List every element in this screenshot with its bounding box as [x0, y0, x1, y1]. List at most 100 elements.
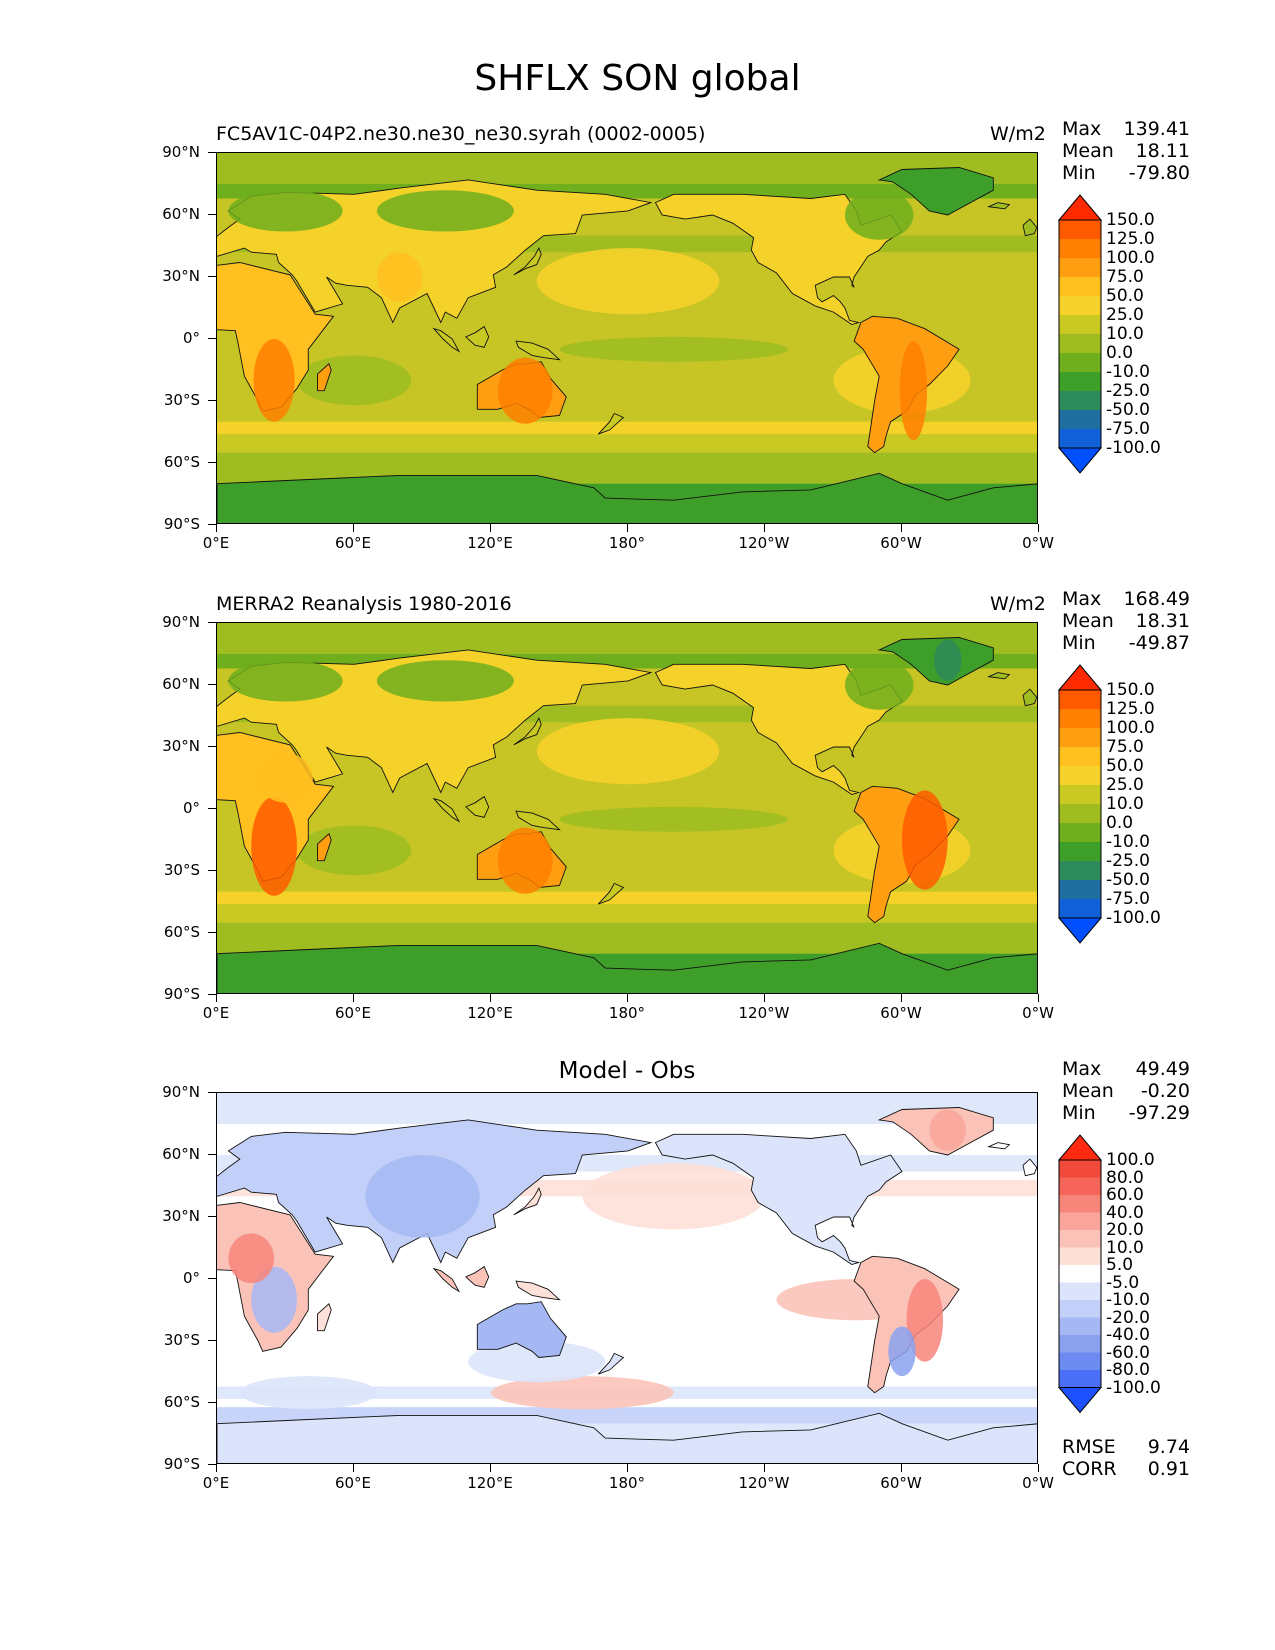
lat-tick: [208, 1278, 216, 1280]
lon-tick: [353, 994, 355, 1002]
colorbar-level-label: 25.0: [1106, 775, 1144, 795]
lon-tick-label: 120°W: [738, 1004, 790, 1022]
stats-box: Max 139.41 Mean 18.11 Min -79.80: [1062, 118, 1190, 184]
lon-tick-label: 120°W: [738, 1474, 790, 1492]
lat-tick: [208, 622, 216, 624]
lat-tick-label: 90°S: [163, 985, 200, 1003]
colorbar-level-label: -10.0: [1106, 1290, 1150, 1310]
lat-tick-label: 0°: [182, 799, 200, 817]
colorbar: [1058, 1134, 1102, 1414]
min-value: -49.87: [1128, 632, 1190, 654]
lat-tick: [208, 746, 216, 748]
colorbar-level-label: 50.0: [1106, 756, 1144, 776]
lon-tick-label: 60°W: [880, 1474, 922, 1492]
panel-left-title: MERRA2 Reanalysis 1980-2016: [216, 593, 512, 615]
colorbar-extend-top: [1058, 194, 1102, 221]
lon-tick-label: 60°E: [334, 534, 372, 552]
corr-label: CORR: [1062, 1458, 1117, 1480]
colorbar-level-label: 75.0: [1106, 737, 1144, 757]
lon-tick: [764, 1464, 766, 1472]
colorbar-level-label: -100.0: [1106, 1377, 1161, 1398]
colorbar-segment: [1059, 1352, 1101, 1370]
lat-tick-label: 30°N: [162, 737, 200, 755]
colorbar-segment: [1059, 880, 1101, 899]
colorbar-level-label: 5.0: [1106, 1255, 1134, 1275]
colorbar-level-label: -10.0: [1106, 832, 1150, 852]
lat-tick-label: 30°S: [163, 1331, 200, 1349]
min-value: -79.80: [1128, 162, 1190, 184]
colorbar-segment: [1059, 239, 1101, 258]
colorbar-segment: [1059, 804, 1101, 823]
colorbar-segment: [1059, 766, 1101, 785]
max-value: 49.49: [1135, 1058, 1190, 1080]
panel-model: FC5AV1C-04P2.ne30.ne30_ne30.syrah (0002-…: [0, 118, 1275, 558]
panel-units: W/m2: [990, 123, 1046, 145]
colorbar-segment: [1059, 842, 1101, 861]
lon-tick: [216, 524, 218, 532]
colorbar-segment: [1059, 728, 1101, 747]
colorbar-segment: [1059, 1265, 1101, 1283]
land-namerica: [654, 1133, 903, 1265]
max-label: Max: [1062, 118, 1102, 140]
colorbar-extend-bottom: [1058, 447, 1102, 474]
lat-tick-label: 30°N: [162, 1207, 200, 1225]
lon-tick: [627, 524, 629, 532]
colorbar-segment: [1059, 690, 1101, 709]
lon-tick: [490, 524, 492, 532]
lon-tick: [490, 1464, 492, 1472]
lat-tick-label: 90°S: [163, 1455, 200, 1473]
land-iceland: [987, 1142, 1011, 1150]
lat-tick-label: 30°S: [163, 391, 200, 409]
lat-tick: [208, 994, 216, 996]
land-newzealand: [597, 412, 625, 435]
lat-tick: [208, 400, 216, 402]
colorbar-extend-top: [1058, 664, 1102, 691]
land-japan: [513, 717, 542, 746]
colorbar-segment: [1059, 410, 1101, 429]
lon-tick-label: 0°E: [202, 534, 230, 552]
lon-tick-label: 0°W: [1022, 1474, 1054, 1492]
lat-tick: [208, 276, 216, 278]
colorbar-level-label: 125.0: [1106, 699, 1155, 719]
max-value: 168.49: [1123, 588, 1190, 610]
colorbar-level-label: 80.0: [1106, 1167, 1144, 1188]
colorbar-segment: [1059, 1230, 1101, 1248]
colorbar-level-label: 10.0: [1106, 794, 1144, 814]
lon-tick-label: 120°E: [467, 1474, 513, 1492]
lat-tick: [208, 338, 216, 340]
colorbar: [1058, 664, 1102, 944]
colorbar-segment: [1059, 296, 1101, 315]
land-newguinea: [515, 340, 561, 361]
colorbar-level-label: -75.0: [1106, 889, 1150, 909]
colorbar-level-label: 150.0: [1106, 680, 1155, 700]
colorbar-level-label: 0.0: [1106, 343, 1134, 363]
colorbar-segment: [1059, 1195, 1101, 1213]
panel-center-title: Model - Obs: [558, 1058, 696, 1084]
land-madagascar: [317, 833, 332, 862]
lat-tick: [208, 152, 216, 154]
lat-tick: [208, 1464, 216, 1466]
colorbar-level-label: 100.0: [1106, 248, 1155, 268]
land-antarctica: [217, 942, 1037, 993]
lat-tick: [208, 932, 216, 934]
colorbar-segment: [1059, 709, 1101, 728]
mean-label: Mean: [1062, 140, 1114, 162]
lat-tick: [208, 1216, 216, 1218]
lat-tick: [208, 1402, 216, 1404]
lon-tick-label: 180°: [608, 534, 646, 552]
lat-tick-label: 60°N: [162, 1145, 200, 1163]
max-label: Max: [1062, 588, 1102, 610]
lat-tick-label: 90°S: [163, 515, 200, 533]
land-madagascar: [317, 1303, 332, 1332]
colorbar-level-label: 60.0: [1106, 1185, 1144, 1205]
colorbar-level-label: 10.0: [1106, 1237, 1144, 1258]
lat-tick-label: 60°N: [162, 205, 200, 223]
lon-tick: [627, 994, 629, 1002]
colorbar-segment: [1059, 372, 1101, 391]
lat-tick: [208, 808, 216, 810]
lon-tick: [490, 994, 492, 1002]
rmse-label: RMSE: [1062, 1436, 1116, 1458]
lat-tick: [208, 1154, 216, 1156]
lon-tick-label: 120°W: [738, 534, 790, 552]
mean-label: Mean: [1062, 1080, 1114, 1102]
